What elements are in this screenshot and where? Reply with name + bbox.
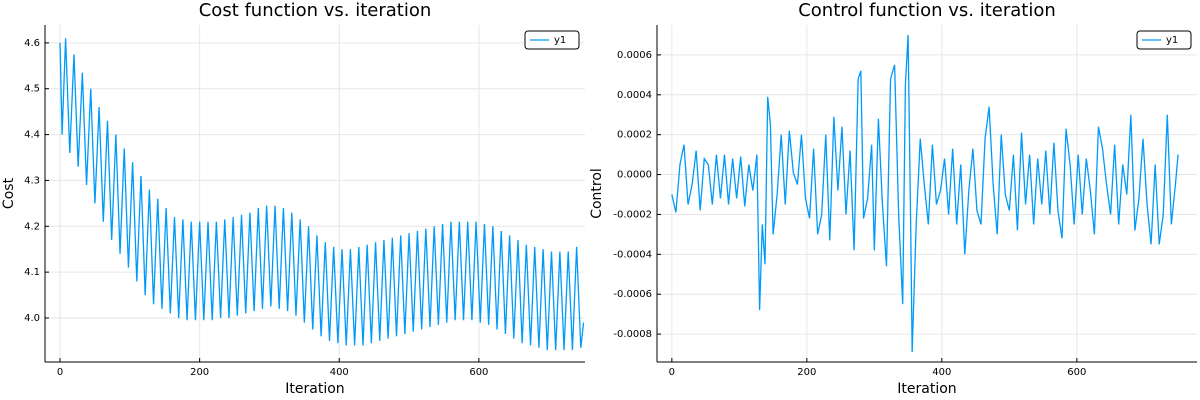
y-tick-label: 0.0004 bbox=[617, 90, 652, 101]
data-line bbox=[671, 34, 1179, 353]
y-tick-label: 4.5 bbox=[24, 84, 40, 95]
x-axis-label: Iteration bbox=[897, 381, 956, 397]
y-tick-label: 4.1 bbox=[24, 267, 40, 278]
y-tick-label: -0.0004 bbox=[613, 249, 652, 260]
y-tick-label: 4.3 bbox=[24, 175, 40, 186]
chart-title: Cost function vs. iteration bbox=[199, 0, 432, 21]
chart-title: Control function vs. iteration bbox=[798, 0, 1056, 21]
y-tick-label: 0.0002 bbox=[617, 130, 652, 141]
y-tick-label: 4.0 bbox=[24, 313, 40, 324]
x-tick-label: 200 bbox=[797, 367, 816, 378]
y-tick-label: -0.0006 bbox=[613, 289, 652, 300]
legend-label: y1 bbox=[554, 35, 566, 46]
y-tick-label: 0.0000 bbox=[617, 170, 652, 181]
y-tick-label: 4.6 bbox=[24, 38, 40, 49]
x-tick-label: 400 bbox=[932, 367, 951, 378]
x-tick-label: 600 bbox=[1067, 367, 1086, 378]
y-axis-label: Control bbox=[589, 168, 605, 219]
x-axis-label: Iteration bbox=[285, 381, 344, 397]
y-tick-label: 0.0006 bbox=[617, 50, 652, 61]
x-tick-label: 600 bbox=[469, 367, 488, 378]
x-tick-label: 0 bbox=[57, 367, 63, 378]
x-tick-label: 0 bbox=[669, 367, 675, 378]
x-tick-label: 200 bbox=[190, 367, 209, 378]
y-tick-label: -0.0002 bbox=[613, 209, 652, 220]
y-axis-label: Cost bbox=[1, 177, 17, 209]
x-tick-label: 400 bbox=[330, 367, 349, 378]
y-tick-label: 4.2 bbox=[24, 221, 40, 232]
legend-box bbox=[1136, 30, 1192, 50]
legend-label: y1 bbox=[1166, 35, 1178, 46]
data-line bbox=[59, 38, 585, 351]
legend-box bbox=[524, 30, 580, 50]
y-tick-label: -0.0008 bbox=[613, 329, 652, 340]
y-tick-label: 4.4 bbox=[24, 130, 40, 141]
